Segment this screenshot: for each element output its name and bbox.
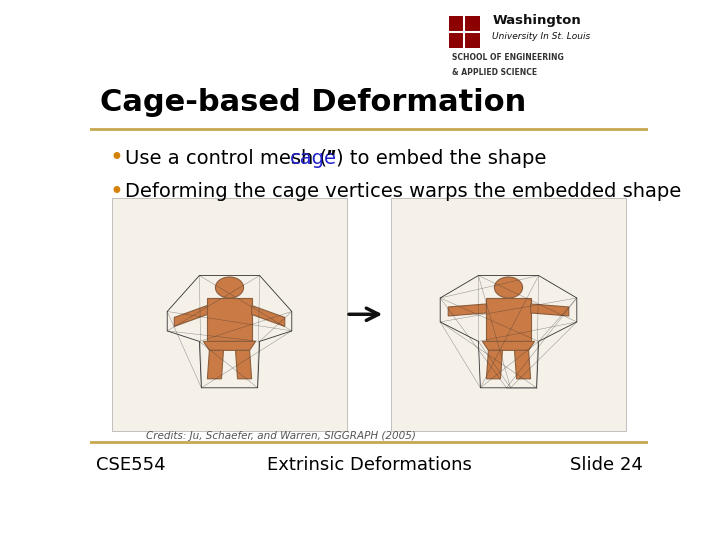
Text: Cage-based Deformation: Cage-based Deformation [100, 87, 526, 117]
Polygon shape [487, 350, 503, 379]
Text: ”) to embed the shape: ”) to embed the shape [326, 149, 546, 168]
Text: cage: cage [289, 149, 336, 168]
Polygon shape [531, 304, 569, 316]
Text: University In St. Louis: University In St. Louis [492, 32, 590, 42]
Text: SCHOOL OF ENGINEERING: SCHOOL OF ENGINEERING [451, 52, 563, 62]
Text: Extrinsic Deformations: Extrinsic Deformations [266, 456, 472, 474]
Polygon shape [482, 341, 535, 350]
Polygon shape [487, 298, 531, 341]
Polygon shape [207, 298, 251, 341]
Text: Washington: Washington [492, 14, 581, 27]
Bar [392, 198, 626, 431]
Text: Deforming the cage vertices warps the embedded shape: Deforming the cage vertices warps the em… [125, 182, 681, 201]
Polygon shape [174, 306, 207, 326]
Bar [112, 198, 346, 431]
Bar [449, 16, 480, 48]
Polygon shape [235, 350, 251, 379]
Text: CSE554: CSE554 [96, 456, 165, 474]
Circle shape [495, 277, 523, 298]
Text: •: • [109, 180, 123, 204]
Polygon shape [251, 306, 284, 326]
Polygon shape [515, 350, 531, 379]
Polygon shape [203, 341, 256, 350]
Polygon shape [207, 350, 223, 379]
Text: •: • [109, 146, 123, 170]
Text: & APPLIED SCIENCE: & APPLIED SCIENCE [451, 68, 536, 77]
Text: Credits: Ju, Schaefer, and Warren, SIGGRAPH (2005): Credits: Ju, Schaefer, and Warren, SIGGR… [145, 431, 415, 441]
Circle shape [215, 277, 243, 298]
Polygon shape [449, 304, 487, 316]
Text: Use a control mesh (“: Use a control mesh (“ [125, 149, 337, 168]
Text: Slide 24: Slide 24 [570, 456, 642, 474]
